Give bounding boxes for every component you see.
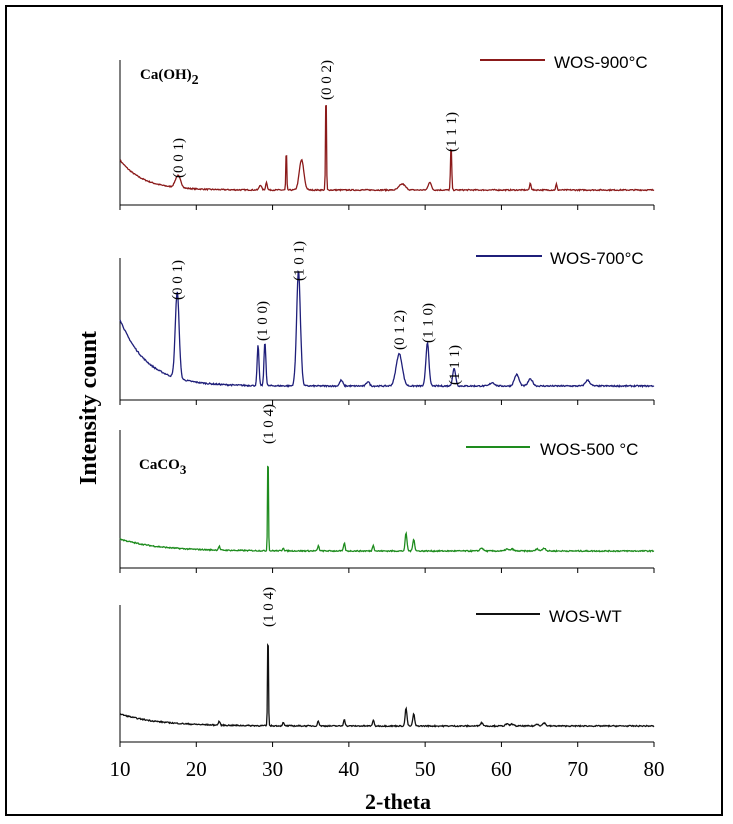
x-tick-label: 70 xyxy=(567,757,588,781)
compound-label-caoh2: Ca(OH)2 xyxy=(140,67,199,88)
x-tick-label: 50 xyxy=(415,757,436,781)
series-line-3 xyxy=(119,465,655,553)
peak-annotation: (0 0 2) xyxy=(319,60,335,100)
legend-label: WOS-700°C xyxy=(550,249,644,268)
legend-label: WOS-500 °C xyxy=(540,440,638,459)
peak-annotation: (0 0 1) xyxy=(170,260,186,300)
series-line-2 xyxy=(119,269,655,389)
peak-annotation: (0 0 1) xyxy=(171,138,187,178)
peak-annotation: (0 1 2) xyxy=(392,310,408,350)
peak-annotation: (1 0 1) xyxy=(292,241,308,281)
legend-label: WOS-900°C xyxy=(554,53,648,72)
compound-name: CaCO xyxy=(139,457,180,473)
x-axis-title: 2-theta xyxy=(365,789,431,814)
series-line-1 xyxy=(119,105,655,192)
legend-label: WOS-WT xyxy=(549,607,622,626)
x-tick-label: 20 xyxy=(186,757,207,781)
figure-frame xyxy=(5,5,723,816)
compound-label-caco3: CaCO3 xyxy=(139,457,187,477)
compound-subscript: 2 xyxy=(192,73,199,88)
x-tick-label: 60 xyxy=(491,757,512,781)
peak-annotation: (1 1 1) xyxy=(444,112,460,152)
peak-annotation: (1 1 1) xyxy=(447,345,463,385)
compound-subscript: 3 xyxy=(180,462,187,477)
x-tick-label: 10 xyxy=(110,757,131,781)
x-tick-label: 40 xyxy=(338,757,359,781)
y-axis-title: Intensity count xyxy=(76,331,102,485)
panel-1: WOS-900°C (0 0 1) (0 0 2) (1 1 1) xyxy=(119,53,655,210)
x-tick-label: 30 xyxy=(262,757,283,781)
panel-2: WOS-700°C (0 0 1) (1 0 0) (1 0 1) (0 1 2) (1 … xyxy=(119,241,655,405)
compound-name: Ca(OH) xyxy=(140,67,192,83)
panel-4: WOS-WT (1 0 4) xyxy=(119,587,655,747)
series-line-4 xyxy=(119,642,655,728)
x-tick-label: 80 xyxy=(644,757,665,781)
peak-annotation: (1 0 4) xyxy=(261,404,277,444)
peak-annotation: (1 0 4) xyxy=(261,587,277,627)
peak-annotation: (1 0 0) xyxy=(255,301,271,341)
panel-3: WOS-500 °C (1 0 4) xyxy=(119,404,655,573)
peak-annotation: (1 1 0) xyxy=(420,303,436,343)
